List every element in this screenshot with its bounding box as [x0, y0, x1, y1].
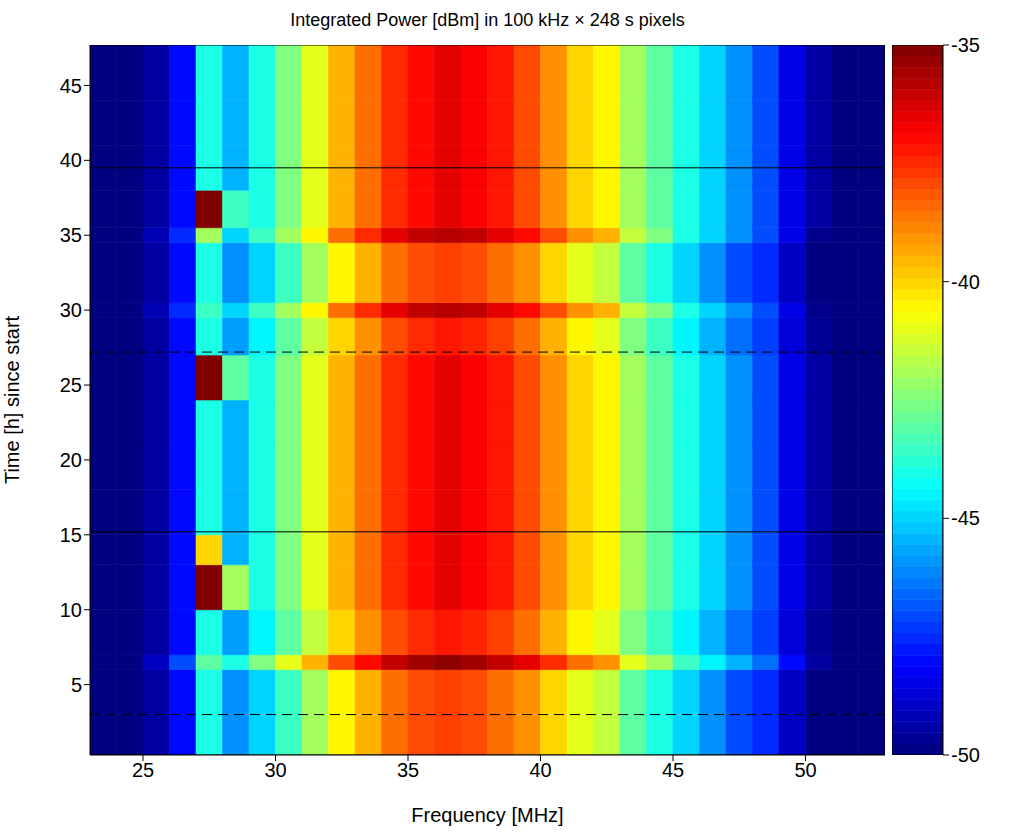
svg-text:30: 30 — [264, 759, 286, 781]
svg-text:10: 10 — [60, 599, 82, 621]
svg-text:-35: -35 — [951, 34, 980, 56]
svg-text:Frequency [MHz]: Frequency [MHz] — [411, 804, 563, 826]
svg-text:40: 40 — [529, 759, 551, 781]
svg-text:-50: -50 — [951, 744, 980, 766]
svg-text:Time [h] since start: Time [h] since start — [1, 315, 23, 484]
svg-text:5: 5 — [71, 674, 82, 696]
svg-text:45: 45 — [60, 75, 82, 97]
svg-text:35: 35 — [397, 759, 419, 781]
svg-text:-40: -40 — [951, 271, 980, 293]
html-text:Integrated Power [dBm] in 100: Integrated Power [dBm] in 100 kHz × 248 … — [290, 10, 685, 30]
svg-text:30: 30 — [60, 299, 82, 321]
svg-text:35: 35 — [60, 224, 82, 246]
svg-text:-45: -45 — [951, 507, 980, 529]
svg-text:25: 25 — [60, 374, 82, 396]
svg-text:40: 40 — [60, 149, 82, 171]
svg-text:15: 15 — [60, 524, 82, 546]
svg-text:20: 20 — [60, 449, 82, 471]
svg-text:25: 25 — [132, 759, 154, 781]
svg-text:50: 50 — [794, 759, 816, 781]
svg-text:45: 45 — [662, 759, 684, 781]
